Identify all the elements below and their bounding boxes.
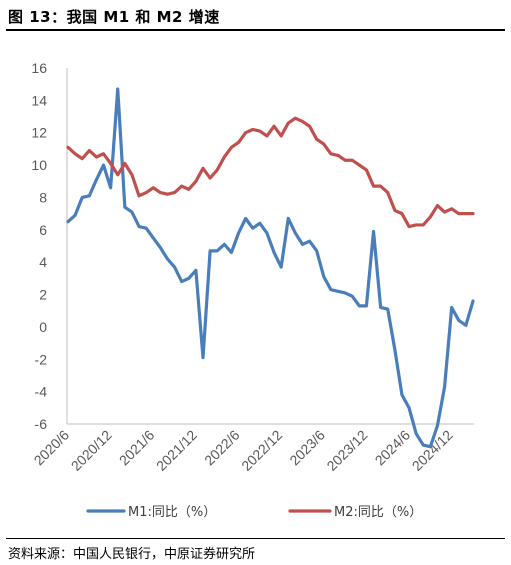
y-tick-label: 6 <box>39 222 47 238</box>
x-tick-label: 2023/6 <box>286 427 328 469</box>
legend-m1-label: M1:同比（%） <box>128 505 216 520</box>
x-tick-label: 2021/12 <box>153 427 200 474</box>
y-tick-label: -6 <box>35 416 48 432</box>
y-tick-label: 10 <box>31 157 47 173</box>
y-tick-label: 2 <box>39 287 47 303</box>
y-tick-label: -2 <box>35 351 48 367</box>
m1-series-line <box>66 87 475 449</box>
y-tick-label: 4 <box>39 254 47 270</box>
figure-title: 图 13：我国 M1 和 M2 增速 <box>8 8 220 26</box>
y-tick-label: 14 <box>31 92 47 108</box>
title-rule <box>6 29 505 31</box>
y-tick-label: 0 <box>39 319 47 335</box>
x-tick-label: 2022/6 <box>201 427 243 469</box>
x-tick-label: 2024/6 <box>372 427 414 469</box>
x-tick-label: 2021/6 <box>116 427 158 469</box>
y-tick-label: 12 <box>31 125 47 141</box>
x-tick-label: 2022/12 <box>238 427 285 474</box>
source-rule <box>6 538 505 539</box>
x-tick-label: 2020/6 <box>31 427 73 469</box>
source-note: 资料来源：中国人民银行，中原证券研究所 <box>8 547 256 562</box>
y-tick-label: 16 <box>31 60 47 76</box>
m2-series-line <box>66 116 475 229</box>
y-tick-label: 8 <box>39 189 47 205</box>
x-tick-label: 2023/12 <box>323 427 370 474</box>
x-tick-label: 2020/12 <box>68 427 115 474</box>
y-tick-label: -4 <box>35 384 48 400</box>
legend-m2-label: M2:同比（%） <box>334 505 422 520</box>
